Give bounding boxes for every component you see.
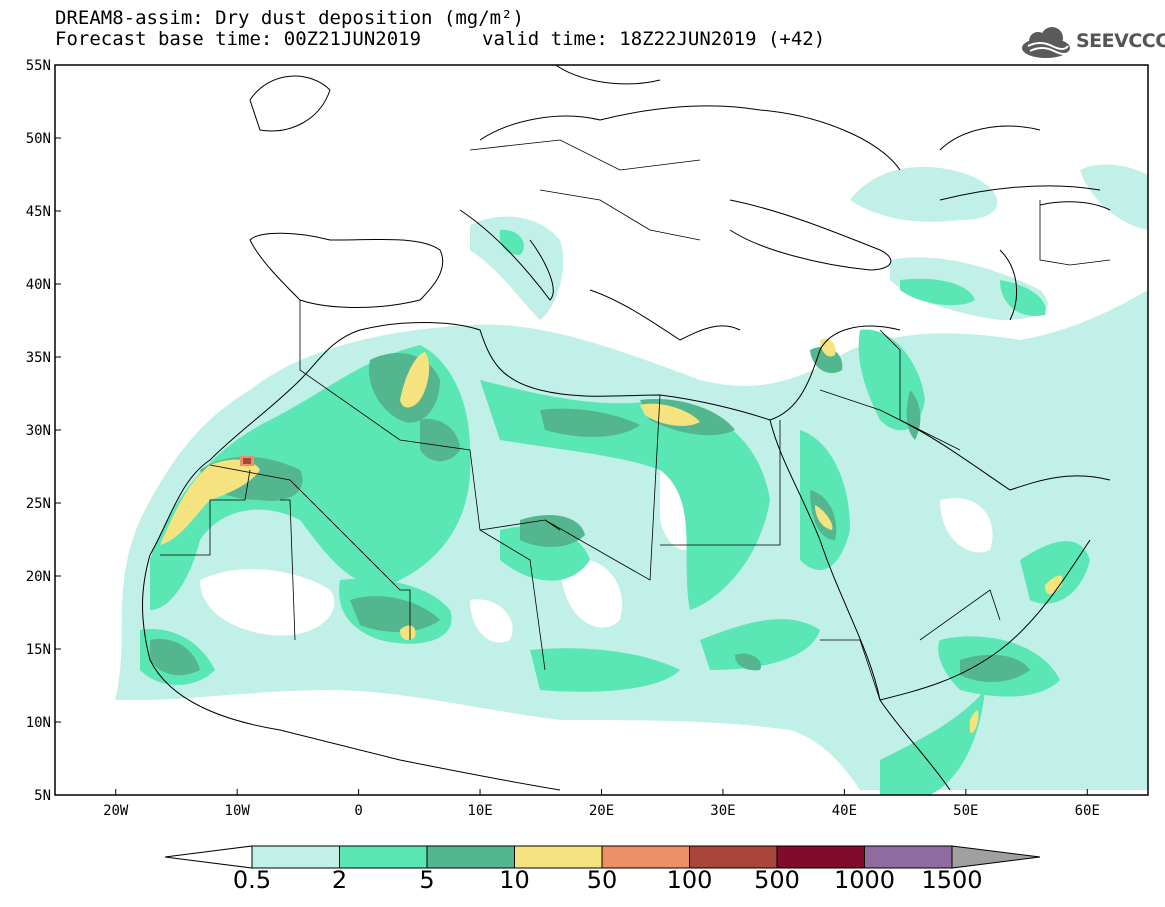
lon-label: 40E	[832, 803, 857, 819]
lat-label: 20N	[26, 569, 51, 585]
lon-label: 10W	[225, 803, 251, 819]
lat-label: 5N	[34, 788, 51, 804]
colorbar-over-arrow	[951, 845, 1041, 869]
colorbar-box	[339, 845, 428, 869]
colorbar-box	[251, 845, 340, 869]
lat-label: 15N	[26, 642, 51, 658]
lon-label: 60E	[1075, 803, 1100, 819]
colorbar-under-arrow	[164, 845, 253, 869]
lon-label: 10E	[467, 803, 492, 819]
lat-label: 50N	[26, 131, 51, 147]
lat-label: 45N	[26, 204, 51, 220]
colorbar-label: 1500	[921, 866, 983, 894]
longitude-axis: 20W 10W 0 10E 20E 30E 40E 50E 60E	[103, 789, 1100, 819]
colorbar-box	[776, 845, 865, 869]
lat-label: 40N	[26, 277, 51, 293]
colorbar-label: 1000	[833, 866, 896, 894]
colorbar-label: 2	[331, 866, 348, 894]
lat-label: 35N	[26, 350, 51, 366]
latitude-axis: 55N 50N 45N 40N 35N 30N 25N 20N 15N 10N 5N	[26, 58, 61, 804]
forecast-base-time: Forecast base time: 00Z21JUN2019	[55, 28, 422, 50]
colorbar-label: 10	[499, 866, 530, 894]
colorbar-box	[601, 845, 690, 869]
colorbar-box	[426, 845, 515, 869]
colorbar-box	[514, 845, 603, 869]
colorbar-label: 50	[586, 866, 618, 894]
lat-label: 10N	[26, 715, 51, 731]
dust-level-10	[160, 338, 1063, 734]
lon-label: 20W	[103, 803, 129, 819]
valid-time: valid time: 18Z22JUN2019 (+42)	[482, 28, 826, 50]
colorbar-label: 100	[666, 866, 713, 894]
lat-label: 25N	[26, 496, 51, 512]
cloud-icon	[1022, 27, 1071, 58]
lat-label: 55N	[26, 58, 51, 74]
country-borders	[160, 139, 1111, 701]
lon-label: 30E	[710, 803, 735, 819]
lon-label: 50E	[953, 803, 978, 819]
colorbar-box	[689, 845, 778, 869]
map-title: DREAM8-assim: Dry dust deposition (mg/m²…	[55, 7, 524, 29]
lon-label: 0	[354, 803, 362, 819]
lon-label: 20E	[589, 803, 614, 819]
coastlines	[142, 65, 1111, 791]
colorbar-box	[864, 845, 953, 869]
colorbar-label: 0.5	[232, 866, 272, 894]
colorbar-label: 5	[419, 866, 435, 894]
logo-text: SEEVCCC	[1076, 30, 1165, 52]
colorbar-label: 500	[754, 866, 800, 894]
lat-label: 30N	[26, 423, 51, 439]
dust-level-100	[243, 458, 251, 464]
